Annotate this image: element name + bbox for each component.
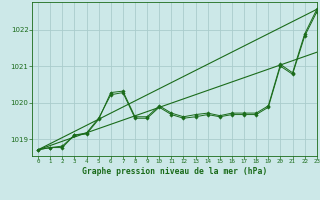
X-axis label: Graphe pression niveau de la mer (hPa): Graphe pression niveau de la mer (hPa) (82, 167, 267, 176)
